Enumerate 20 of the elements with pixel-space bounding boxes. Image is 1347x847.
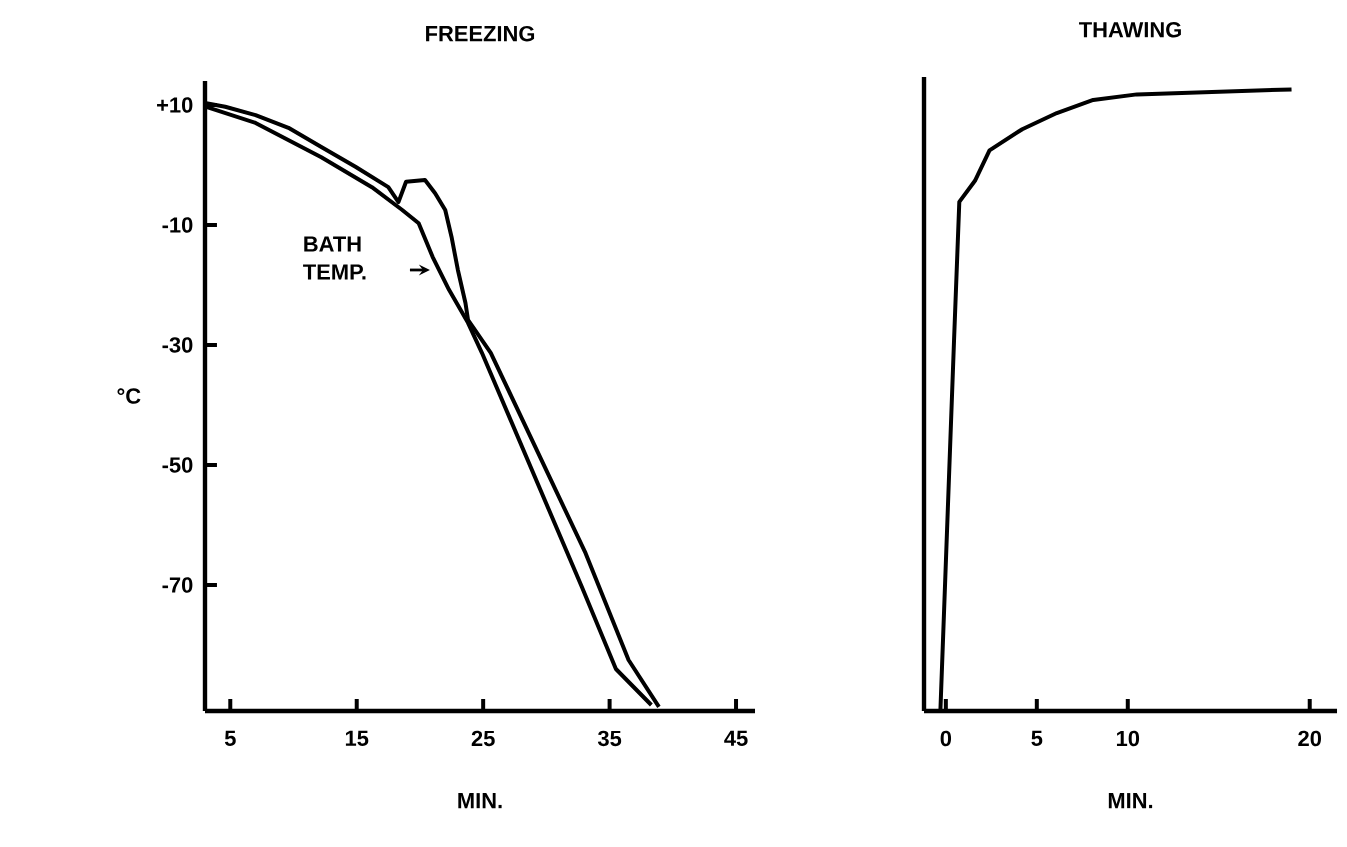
x-tick-label: 5 xyxy=(224,730,236,746)
x-tick-label: 45 xyxy=(724,730,748,746)
x-tick-label: 5 xyxy=(1031,730,1043,746)
x-tick-label: 35 xyxy=(597,730,622,747)
y-tick-label: -50 xyxy=(162,457,193,473)
x-tick-label: 10 xyxy=(1116,730,1140,747)
legend-label: BATH TEMP. xyxy=(303,236,366,280)
x-tick-label: 0 xyxy=(940,730,952,747)
y-tick-label: -30 xyxy=(162,337,193,353)
x-tick-label: 20 xyxy=(1298,730,1321,747)
chart-title: THAWING xyxy=(1079,21,1181,38)
x-axis-title: MIN. xyxy=(1108,793,1153,809)
x-tick-label: 15 xyxy=(345,730,369,746)
y-axis-title: °C xyxy=(117,388,141,404)
y-tick-label: -10 xyxy=(162,217,193,233)
chart-title: FREEZING xyxy=(426,25,535,42)
y-tick-label: -70 xyxy=(162,577,193,593)
x-tick-label: 25 xyxy=(471,730,495,747)
x-axis-title: MIN. xyxy=(458,793,502,809)
y-tick-label: +10 xyxy=(157,97,193,113)
